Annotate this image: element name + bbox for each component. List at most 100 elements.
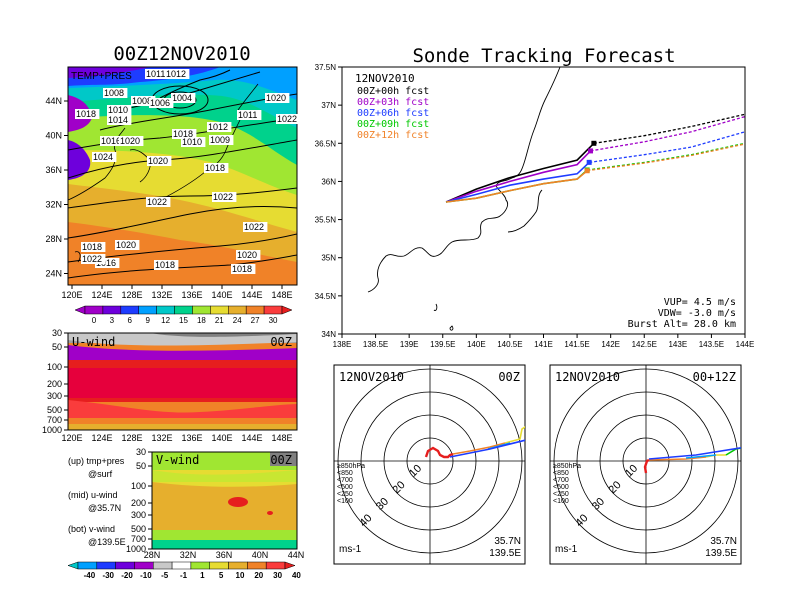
legend-line-3: (bot) v-wind xyxy=(68,524,115,534)
wind-colorbar-label: 40 xyxy=(292,571,301,580)
track-legend-item: 00Z+06h fcst xyxy=(357,108,429,119)
u-y-tick-label: 1000 xyxy=(42,425,62,435)
track-x-ticks: 138E 138.5E 139E 139.5E 140E 140.5E 141E 141.5E… xyxy=(333,334,755,349)
wind-colorbar-label: -1 xyxy=(180,571,188,580)
map-y-ticks: 44N 40N 36N 32N 28N 24N xyxy=(45,96,68,279)
u-x-tick-label: 124E xyxy=(91,433,112,443)
hodograph-ring-label: 40 xyxy=(357,512,374,529)
temp-colorbar-swatch xyxy=(263,305,283,315)
u-x-tick-label: 132E xyxy=(151,433,172,443)
temp-colorbar-label: 12 xyxy=(161,316,170,325)
track-line-dashed xyxy=(587,143,745,172)
u-y-tick-label: 300 xyxy=(47,391,62,401)
hodograph-ring-label: 30 xyxy=(374,496,391,513)
left-title: 00Z12NOV2010 xyxy=(113,43,250,65)
v-y-tick-label: 300 xyxy=(131,510,146,520)
track-y-tick-label: 36N xyxy=(321,177,336,186)
track-y-tick-label: 35N xyxy=(321,254,336,263)
hodograph-ring xyxy=(383,414,477,508)
track-y-tick-label: 35.5N xyxy=(315,216,337,225)
isobar-label-bg xyxy=(236,250,261,260)
v-y-tick-label: 700 xyxy=(131,534,146,544)
v-wind-time: 00Z xyxy=(270,453,292,467)
track-series xyxy=(445,113,745,203)
map-y-tick-label: 40N xyxy=(45,131,62,141)
isobar-label: 1012 xyxy=(166,69,186,79)
wind-colorbar-arrow-right xyxy=(284,561,296,570)
isobar-label-bg xyxy=(107,115,132,125)
isobar-label: 1014 xyxy=(108,115,128,125)
v-x-tick-label: 32N xyxy=(180,550,197,560)
isobar-label-bg xyxy=(265,93,290,103)
isobar-label: 1006 xyxy=(150,98,170,108)
wind-colorbar-swatch xyxy=(115,561,135,570)
track-x-tick-label: 144E xyxy=(736,340,755,349)
temp-colorbar-label: 15 xyxy=(179,316,188,325)
isobar-label-bg xyxy=(154,260,179,270)
isobar-label: 1018 xyxy=(205,163,225,173)
isobar-label: 1020 xyxy=(120,136,140,146)
temp-colorbar-swatch xyxy=(138,305,157,315)
isobar-label: 1018 xyxy=(82,242,102,252)
vdw-text: VDW= -3.0 m/s xyxy=(658,308,736,319)
wind-colorbar-swatch xyxy=(134,561,154,570)
isobar-label: 1024 xyxy=(93,152,113,162)
wind-colorbar-label: 1 xyxy=(200,571,205,580)
hodograph-legend-item: ≥850hPa xyxy=(553,463,581,470)
isobar-label: 1012 xyxy=(208,122,228,132)
hodograph-ring xyxy=(622,437,670,485)
hodograph-ring xyxy=(553,368,739,554)
temp-colorbar-swatch xyxy=(102,305,122,315)
isobar-label: 1020 xyxy=(237,250,257,260)
hodograph-00z: 12NOV2010 00Z 35.7N 139.5E ms-1 10203040… xyxy=(333,364,526,565)
hodo-left-lon: 139.5E xyxy=(489,548,521,559)
u-y-tick-label: 200 xyxy=(47,379,62,389)
hodograph-00-12z: 12NOV2010 00+12Z 35.7N 139.5E ms-1 10203… xyxy=(549,364,742,565)
hodo-right-lon: 139.5E xyxy=(705,548,737,559)
wind-colorbar-swatch xyxy=(265,561,286,570)
isobar-label: 1022 xyxy=(244,222,264,232)
hodograph-ring xyxy=(576,391,716,531)
isobar-label: 1008 xyxy=(132,96,152,106)
map-x-tick-label: 128E xyxy=(121,290,142,300)
temp-colorbar-swatch xyxy=(192,305,211,315)
u-x-tick-label: 144E xyxy=(241,433,262,443)
hodograph-legend-item: <700 xyxy=(337,477,353,484)
map-x-tick-label: 132E xyxy=(151,290,172,300)
track-x-tick-label: 143.5E xyxy=(699,340,724,349)
u-x-tick-label: 148E xyxy=(271,433,292,443)
wind-colorbar-swatch xyxy=(190,561,210,570)
track-y-ticks: 37.5N 37N 36.5N 36N 35.5N 35N 34.5N 34N xyxy=(315,63,342,339)
legend-line-1: (up) tmp+pres xyxy=(68,456,125,466)
panel-legend: (up) tmp+pres @surf (mid) u-wind @35.7N … xyxy=(68,456,126,547)
temp-colorbar-swatch xyxy=(245,305,265,315)
isobar-label-bg xyxy=(147,156,172,166)
track-x-tick-label: 140E xyxy=(467,340,486,349)
track-line-dashed xyxy=(593,113,745,144)
map-x-ticks: 120E 124E 128E 132E 136E 140E 144E 148E xyxy=(61,285,293,300)
legend-line-1b: @surf xyxy=(88,469,113,479)
hodograph-legend-item: ≥850hPa xyxy=(337,463,365,470)
track-line-dashed xyxy=(590,115,745,152)
map-y-tick-label: 36N xyxy=(45,165,62,175)
isobar-label-bg xyxy=(181,137,206,147)
hodo-left-time: 00Z xyxy=(498,370,520,384)
v-y-tick-label: 500 xyxy=(131,524,146,534)
track-x-tick-label: 139E xyxy=(400,340,419,349)
track-y-tick-label: 34N xyxy=(321,330,336,339)
track-legend-item: 00Z+00h fcst xyxy=(357,86,429,97)
wind-colorbar-swatch xyxy=(247,561,267,570)
hodograph-trace xyxy=(685,454,717,459)
hodograph-trace xyxy=(648,456,707,461)
temp-colorbar-swatch xyxy=(228,305,247,315)
hodograph-legend-item: <700 xyxy=(553,477,569,484)
u-y-tick-label: 700 xyxy=(47,415,62,425)
hodograph-ring-label: 20 xyxy=(607,479,624,496)
isobar-label-bg xyxy=(165,69,190,79)
track-line-dashed xyxy=(589,131,745,164)
